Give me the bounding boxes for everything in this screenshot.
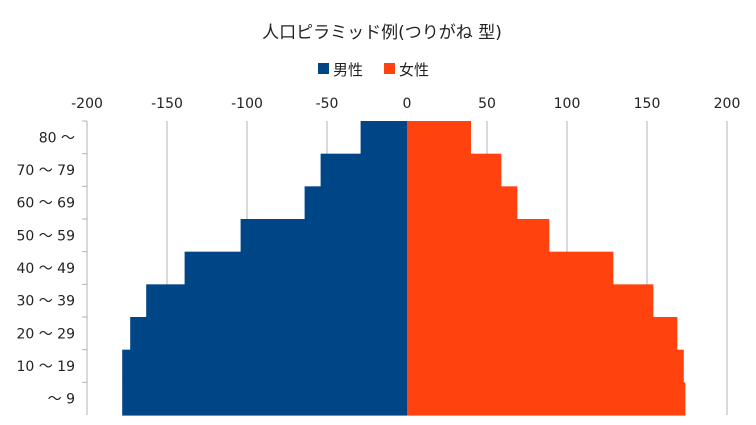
bar-female <box>407 382 686 416</box>
bar-female <box>407 219 550 253</box>
x-tick-labels: -200 -150 -100 -50 0 50 100 150 200 <box>71 96 740 112</box>
bar-male <box>122 349 407 383</box>
bars <box>122 121 686 416</box>
y-category-label: 70 〜 79 <box>16 163 75 179</box>
bar-male <box>184 251 407 285</box>
legend-swatch-male <box>318 63 329 74</box>
y-category-label: 60 〜 69 <box>16 196 75 212</box>
x-tick-label: -50 <box>316 96 339 112</box>
bar-female <box>407 251 614 285</box>
y-category-label: 30 〜 39 <box>16 294 75 310</box>
legend: 男性 女性 <box>318 61 429 79</box>
x-tick-label: 200 <box>714 96 741 112</box>
bar-female <box>407 349 684 383</box>
y-category-label: 50 〜 59 <box>16 228 75 244</box>
bar-male <box>130 317 407 351</box>
y-category-label: 40 〜 49 <box>16 261 75 277</box>
bar-female <box>407 186 518 220</box>
legend-label-male: 男性 <box>333 61 363 79</box>
x-tick-label: 100 <box>554 96 581 112</box>
bar-male <box>240 219 407 253</box>
bar-female <box>407 284 654 318</box>
y-category-labels: 〜 9 10 〜 19 20 〜 29 30 〜 39 40 〜 49 50 〜 59 60… <box>16 120 87 408</box>
x-tick-label: 50 <box>478 96 496 112</box>
x-tick-label: 0 <box>403 96 412 112</box>
y-category-label: 20 〜 29 <box>16 326 75 342</box>
bar-male <box>146 284 407 318</box>
bar-male <box>320 153 407 187</box>
bar-female <box>407 121 471 155</box>
y-category-label: 〜 9 <box>48 392 75 408</box>
x-tick-label: -200 <box>71 96 103 112</box>
x-tick-label: -100 <box>231 96 263 112</box>
x-tick-label: 150 <box>634 96 661 112</box>
legend-label-female: 女性 <box>399 61 429 79</box>
legend-swatch-female <box>384 63 395 74</box>
bar-male <box>122 382 407 416</box>
bar-female <box>407 153 502 187</box>
bar-male <box>304 186 407 220</box>
bar-male <box>360 121 407 155</box>
y-category-label: 10 〜 19 <box>16 359 75 375</box>
y-category-label: 80 〜 <box>39 130 75 146</box>
x-tick-label: -150 <box>151 96 183 112</box>
chart-title: 人口ピラミッド例(つりがね 型) <box>262 23 502 43</box>
bar-female <box>407 317 678 351</box>
